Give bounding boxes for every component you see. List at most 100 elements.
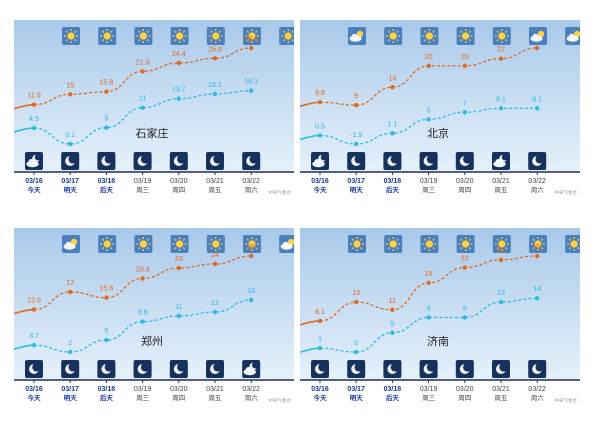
x-tick-date: 03/17 [347, 178, 365, 185]
clear-night-icon [97, 360, 116, 378]
x-tick-weekday: 周三 [422, 186, 436, 194]
low-temp-data-label: 2 [68, 338, 72, 347]
high-temp-point [212, 261, 218, 267]
x-tick-date: 03/20 [170, 386, 188, 393]
low-temp-point [354, 349, 359, 355]
low-temp-point [317, 345, 323, 351]
low-temp-data-label: 9 [463, 303, 467, 312]
low-temp-point [140, 319, 145, 324]
low-temp-point [390, 330, 395, 335]
clear-night-icon [419, 152, 438, 170]
source-label: 中央气象台 [555, 189, 578, 196]
low-temp-data-label: 8.1 [532, 94, 542, 103]
low-temp-data-label: 14 [533, 284, 541, 293]
partly-cloudy-icon [348, 27, 366, 45]
day-icon-row [62, 27, 294, 45]
x-tick-weekday: 周四 [172, 186, 185, 194]
city-name: 北京 [427, 126, 449, 140]
partly-cloudy-icon [529, 27, 547, 45]
high-temp-point [140, 276, 145, 281]
high-temp-data-label: 9 [354, 91, 358, 100]
cloudy-night-icon [492, 152, 510, 170]
x-tick-date: 03/21 [492, 178, 510, 185]
high-temp-data-label: 23 [175, 254, 183, 263]
low-temp-data-label: 15.1 [208, 80, 222, 89]
x-tick-date: 03/19 [420, 386, 438, 393]
night-icon-row [311, 152, 547, 170]
x-tick-weekday: 今天 [28, 393, 42, 402]
low-temp-data-label: 3.7 [29, 331, 39, 340]
low-temp-point [140, 105, 145, 110]
high-temp-data-label: 26 [247, 242, 255, 251]
source-label: 中央气象台 [269, 397, 292, 404]
high-temp-point [68, 289, 73, 295]
clear-night-icon [383, 152, 402, 170]
high-temp-data-label: 20.4 [136, 264, 150, 273]
sunny-icon [170, 27, 189, 45]
day-icon-row [62, 235, 294, 253]
low-temp-point [498, 299, 504, 305]
high-temp-point [249, 45, 254, 51]
forecast-chart-svg: 11.9 15 15.8 21.9 24.4 25.8 28.9 4.9 0.1 5 11 13.7 1… [14, 20, 294, 196]
sunny-icon [529, 235, 547, 253]
high-temp-point [498, 257, 504, 263]
x-tick-date: 03/21 [206, 386, 224, 393]
high-temp-point [176, 60, 181, 66]
low-temp-point [426, 117, 431, 122]
low-temp-point [31, 125, 37, 131]
high-temp-point [249, 253, 254, 259]
low-temp-data-label: 5 [104, 326, 108, 335]
low-temp-point [68, 141, 73, 147]
high-temp-point [462, 63, 467, 69]
high-temp-point [317, 100, 323, 105]
sunny-icon [492, 235, 511, 253]
high-temp-data-label: 21.9 [136, 57, 150, 66]
high-temp-point [140, 69, 145, 74]
low-temp-point [31, 343, 37, 348]
sunny-icon [206, 27, 225, 45]
clear-night-icon [25, 360, 43, 378]
clear-night-icon [492, 360, 510, 378]
sunny-icon [98, 27, 117, 45]
high-temp-data-label: 20 [425, 52, 433, 61]
high-temp-point [317, 318, 323, 324]
low-temp-point [535, 106, 540, 111]
low-temp-point [390, 131, 395, 136]
low-temp-point [498, 106, 504, 111]
x-tick-date: 03/22 [528, 386, 546, 393]
low-temp-data-label: 5 [104, 114, 108, 123]
clear-night-icon [206, 152, 224, 170]
high-temp-data-label: 24 [211, 250, 219, 259]
high-temp-point [498, 56, 504, 61]
x-tick-weekday: 周三 [422, 394, 436, 402]
x-tick-date: 03/19 [420, 178, 438, 185]
high-temp-data-label: 24.4 [172, 49, 186, 58]
x-tick-weekday: 周五 [495, 186, 509, 194]
low-temp-point [104, 125, 109, 130]
low-temp-point [535, 296, 540, 301]
forecast-panel-jinan: 8.1 13 11 18 22 24 25 1 0 5 9 9 13 14 济南 03/16 今天 03/17 明天… [300, 228, 580, 404]
low-temp-data-label: -1.9 [350, 130, 362, 139]
clear-night-icon [169, 152, 188, 170]
low-temp-data-label: 1 [318, 334, 322, 343]
sunny-icon [243, 235, 261, 253]
low-temp-data-label: 0 [354, 338, 358, 347]
sunny-icon [62, 27, 80, 45]
forecast-chart-svg: 12.6 17 15.6 20.4 23 24 26 3.7 2 5 9.6 11 12 15 郑州 03/1… [14, 228, 294, 404]
x-tick-weekday: 周五 [495, 394, 509, 402]
x-tick-weekday: 周四 [172, 394, 185, 402]
x-tick-weekday: 今天 [314, 185, 328, 194]
x-tick-weekday: 周四 [458, 394, 471, 402]
sunny-icon [420, 235, 439, 253]
x-tick-date: 03/21 [492, 386, 510, 393]
high-temp-point [31, 307, 37, 312]
low-temp-point [462, 315, 467, 320]
x-tick-weekday: 后天 [386, 393, 400, 402]
night-icon-row [25, 360, 261, 378]
x-tick-weekday: 后天 [100, 185, 114, 194]
low-temp-data-label: 15 [247, 286, 255, 295]
x-tick-weekday: 今天 [314, 393, 328, 402]
high-temp-point [176, 265, 181, 271]
